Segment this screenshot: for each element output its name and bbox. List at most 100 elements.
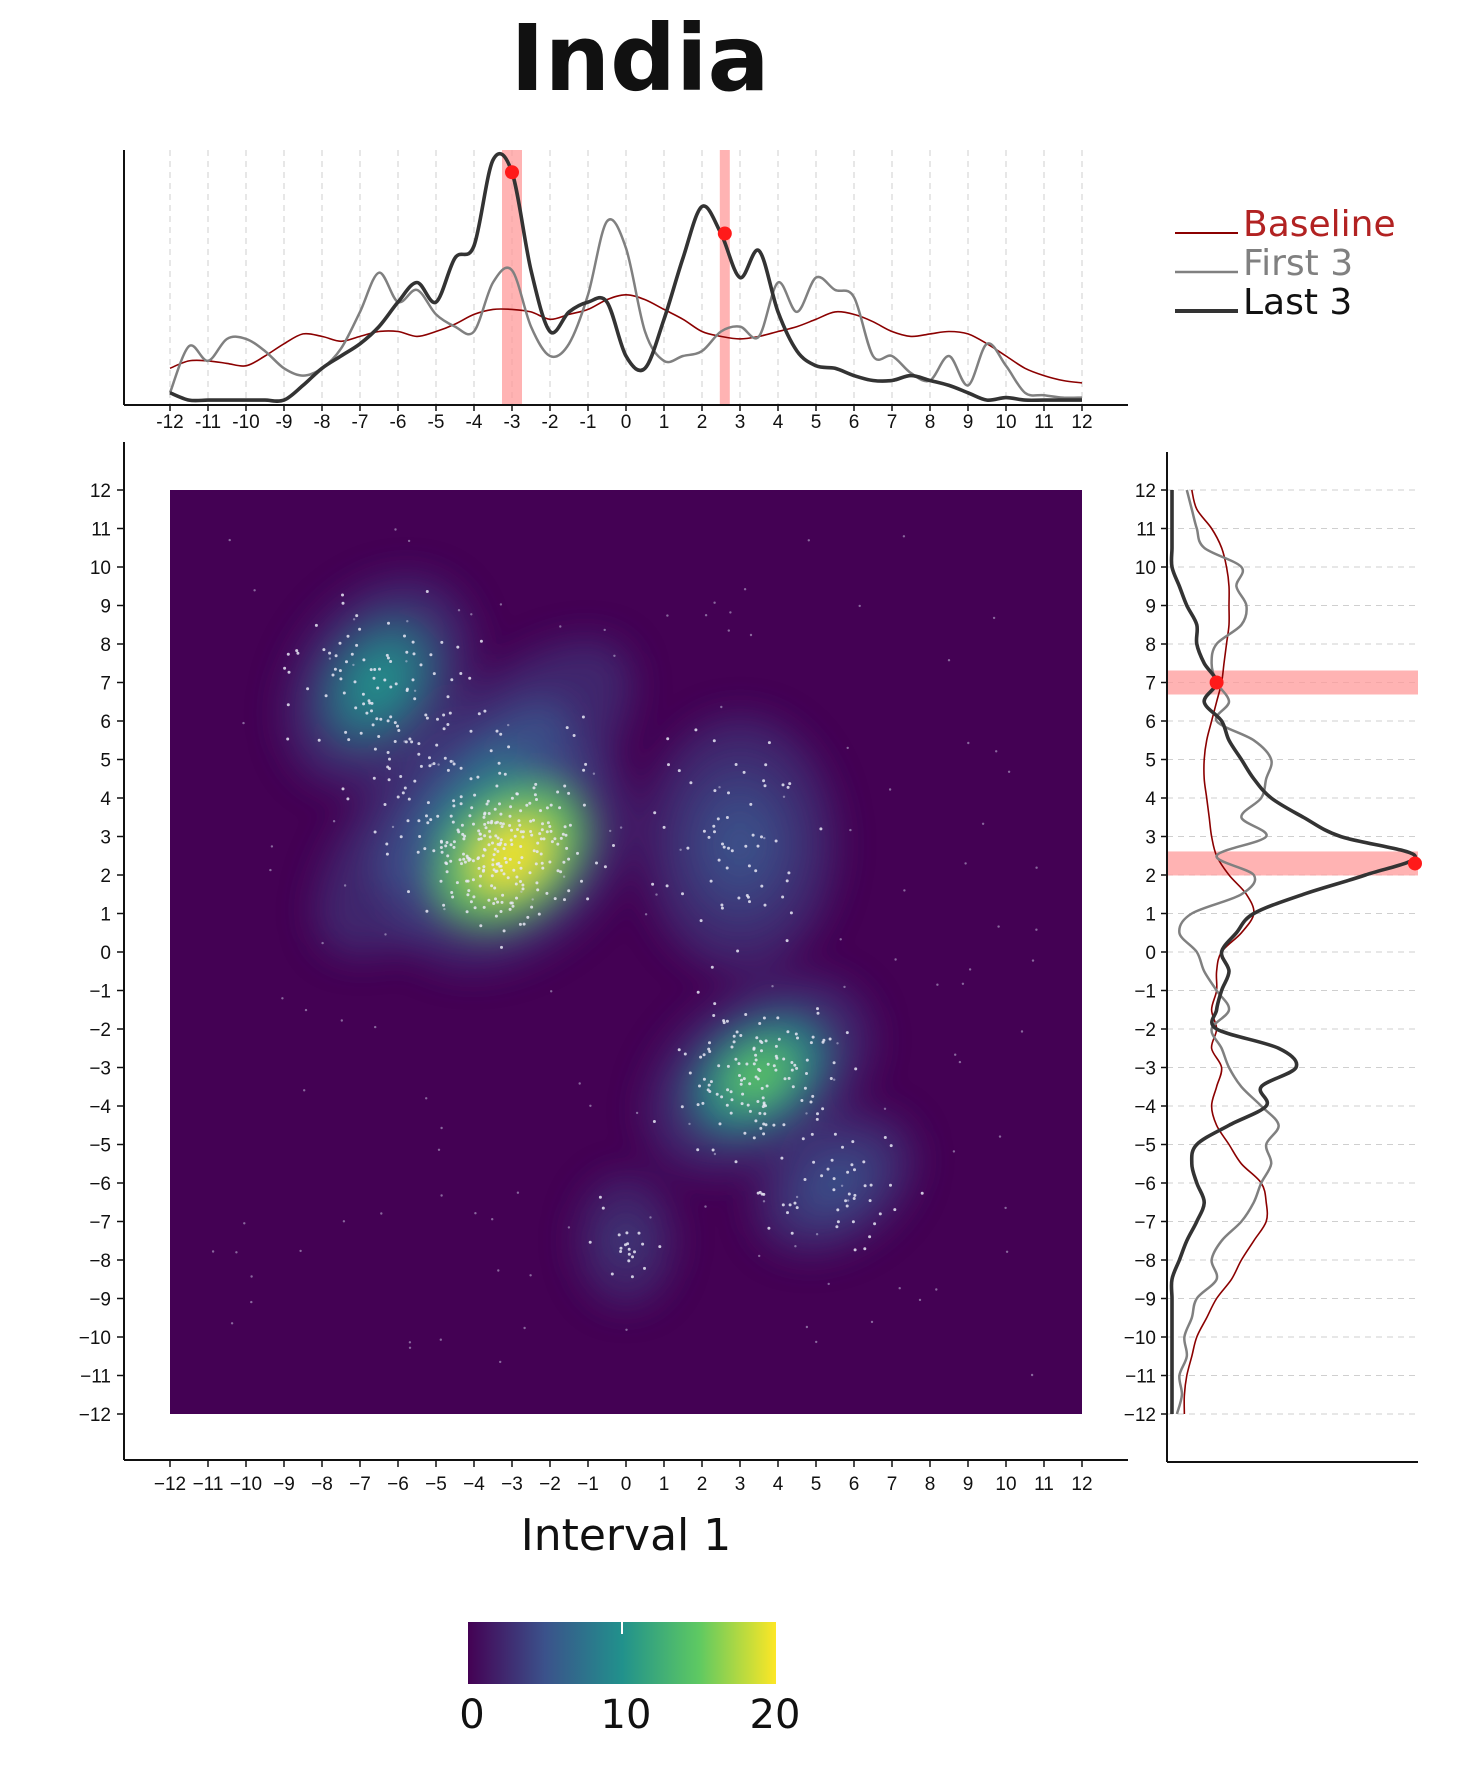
main-x-tick-label: −2: [539, 1474, 561, 1495]
data-point: [286, 652, 290, 656]
data-point: [455, 881, 459, 885]
x-axis-label: Interval 1: [521, 1510, 731, 1561]
data-point: [328, 657, 332, 660]
data-point: [470, 613, 473, 616]
data-point: [637, 1231, 641, 1235]
data-point: [486, 821, 490, 825]
data-point: [833, 1078, 836, 1081]
main-x-tick-label: −1: [577, 1474, 599, 1495]
main-y-tick-label: −10: [79, 1328, 111, 1349]
data-point: [451, 895, 455, 899]
data-point: [832, 1061, 836, 1065]
data-point: [788, 1203, 792, 1207]
data-point: [377, 735, 381, 738]
data-point: [413, 689, 417, 692]
data-point: [601, 1206, 605, 1210]
data-point: [440, 1126, 443, 1130]
data-point: [446, 768, 450, 772]
right-y-tick-label: −2: [1134, 1020, 1156, 1041]
data-point: [476, 857, 480, 861]
data-point: [816, 1112, 819, 1116]
data-point: [508, 857, 512, 861]
data-point: [432, 762, 436, 766]
data-point: [432, 849, 436, 853]
data-point: [749, 633, 753, 637]
data-point: [644, 913, 648, 916]
data-point: [735, 1030, 739, 1034]
density-core: [349, 649, 409, 716]
data-point: [701, 1101, 705, 1105]
data-point: [918, 1298, 922, 1302]
data-point: [536, 888, 540, 892]
data-point: [473, 906, 477, 910]
data-point: [964, 862, 967, 865]
data-point: [493, 847, 497, 851]
top-x-tick-label: -10: [232, 412, 259, 433]
data-point: [538, 832, 542, 836]
data-point: [936, 983, 939, 986]
data-point: [459, 672, 463, 675]
data-point: [403, 634, 406, 638]
data-point: [649, 1216, 652, 1219]
data-point: [521, 830, 525, 834]
data-point: [726, 1064, 730, 1068]
data-point: [322, 648, 326, 652]
right-y-tick-label: −4: [1134, 1097, 1156, 1118]
main-x-tick-label: 10: [995, 1474, 1016, 1495]
data-point: [563, 898, 566, 902]
data-point: [845, 1204, 849, 1208]
data-point: [423, 847, 427, 851]
data-point: [863, 1247, 867, 1251]
data-point: [496, 849, 500, 853]
main-x-tick-label: 7: [887, 1474, 898, 1495]
top-x-tick-label: -1: [580, 412, 597, 433]
data-point: [749, 802, 753, 806]
data-point: [801, 1137, 805, 1141]
main-y-tick-label: 12: [90, 481, 111, 502]
top-series-baseline: [169, 294, 1083, 384]
data-point: [393, 721, 397, 725]
data-point: [510, 796, 514, 800]
data-point: [389, 660, 393, 663]
data-point: [578, 1082, 581, 1085]
data-point: [630, 1275, 634, 1279]
right-y-tick-label: −11: [1125, 1367, 1156, 1388]
data-point: [852, 1197, 856, 1200]
data-point: [449, 859, 453, 863]
data-point: [610, 1272, 614, 1276]
data-point: [523, 1326, 526, 1330]
data-point: [459, 766, 463, 770]
data-point: [342, 691, 346, 695]
data-point: [368, 701, 372, 705]
data-point: [790, 1068, 794, 1072]
data-point: [270, 845, 274, 848]
data-point: [688, 1071, 692, 1075]
data-point: [713, 789, 717, 793]
data-point: [746, 1103, 750, 1107]
main-y-tick-label: −4: [89, 1097, 111, 1118]
data-point: [713, 1002, 717, 1006]
data-point: [432, 672, 436, 676]
data-point: [793, 1201, 797, 1205]
right-y-tick-label: 12: [1135, 481, 1156, 502]
data-point: [449, 843, 453, 847]
top-x-tick-label: -6: [390, 412, 407, 433]
data-point: [805, 1058, 809, 1062]
main-x-tick-label: 11: [1034, 1474, 1054, 1495]
data-point: [250, 1275, 253, 1278]
data-point: [506, 876, 510, 880]
data-point: [833, 1132, 837, 1136]
data-point: [456, 645, 460, 649]
data-point: [497, 1269, 500, 1272]
data-point: [439, 1338, 442, 1341]
data-point: [369, 668, 373, 672]
data-point: [762, 779, 766, 783]
data-point: [764, 1104, 767, 1108]
data-point: [712, 824, 716, 828]
data-point: [954, 1053, 957, 1056]
data-point: [362, 658, 366, 662]
right-y-tick-label: 6: [1145, 712, 1156, 733]
data-point: [680, 1105, 684, 1109]
data-point: [467, 889, 471, 893]
data-point: [425, 1097, 428, 1100]
